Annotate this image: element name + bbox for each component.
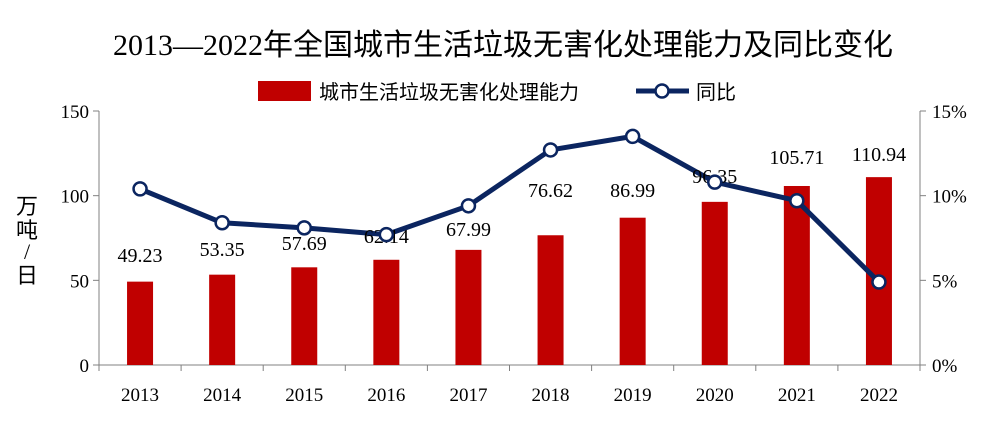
legend-line-label: 同比 <box>696 81 736 104</box>
yoy-point <box>624 128 641 145</box>
x-tick-label: 2020 <box>696 385 734 406</box>
x-tick-label: 2019 <box>614 385 652 406</box>
bar <box>127 281 154 365</box>
y-tick-label: 50 <box>70 271 89 292</box>
yoy-line <box>139 133 881 284</box>
y2-tick-label: 10% <box>932 187 967 208</box>
bar-data-label: 76.62 <box>528 180 573 202</box>
bar <box>619 217 646 365</box>
y-tick-label: 0 <box>80 356 90 377</box>
bar <box>209 274 236 365</box>
x-tick-label: 2013 <box>121 385 159 406</box>
legend-bar-swatch <box>258 81 311 101</box>
bar-data-label: 67.99 <box>446 219 491 241</box>
bar-data-label: 49.23 <box>118 245 163 267</box>
bar-data-label: 53.35 <box>200 239 245 261</box>
x-tick-label: 2015 <box>285 385 323 406</box>
y-axis-title-char-1: 吨 <box>16 218 38 243</box>
y-axis-title-char-3: 日 <box>16 263 38 288</box>
x-tick-label: 2021 <box>778 385 816 406</box>
yoy-point <box>460 198 477 214</box>
bar-data-label: 57.69 <box>282 233 327 255</box>
y-tick-label: 150 <box>61 102 90 123</box>
bar-data-label: 105.71 <box>769 147 824 169</box>
y-axis-title-char-2: / <box>24 239 31 264</box>
plot-area: 0 50 100 150 0% 5% 10% 15% 2013 2014 2015 2016 2017 2… <box>61 102 968 406</box>
y2-tick-label: 5% <box>932 271 958 292</box>
x-tick-label: 2016 <box>367 385 405 406</box>
y2-tick-label: 0% <box>932 356 958 377</box>
bar-data-label: 86.99 <box>610 180 655 202</box>
bar <box>373 259 400 365</box>
x-tick-label: 2014 <box>203 385 242 406</box>
y-axis-title: 万 吨 / 日 <box>16 194 38 288</box>
y-tick-label: 100 <box>61 187 90 208</box>
y-axis-title-char-0: 万 <box>16 194 38 219</box>
y2-tick-label: 15% <box>932 102 967 123</box>
legend: 城市生活垃圾无害化处理能力 同比 <box>258 81 736 104</box>
bar <box>291 267 318 365</box>
legend-line-marker <box>654 83 670 99</box>
yoy-point <box>707 174 723 190</box>
bar <box>455 249 482 365</box>
yoy-point <box>378 226 395 243</box>
yoy-point <box>296 220 312 236</box>
yoy-point <box>789 192 805 209</box>
chart-title: 2013—2022年全国城市生活垃圾无害化处理能力及同比变化 <box>113 29 893 62</box>
yoy-point <box>214 215 230 231</box>
bar <box>701 201 728 365</box>
legend-bar-label: 城市生活垃圾无害化处理能力 <box>319 81 579 104</box>
bar <box>537 235 564 365</box>
x-tick-label: 2022 <box>860 385 898 406</box>
bar-data-label: 110.94 <box>852 144 906 166</box>
yoy-point <box>871 274 887 290</box>
yoy-point <box>542 142 559 158</box>
x-tick-label: 2018 <box>532 385 570 406</box>
bar <box>783 185 810 365</box>
yoy-point <box>132 181 148 197</box>
x-tick-label: 2017 <box>449 385 487 406</box>
